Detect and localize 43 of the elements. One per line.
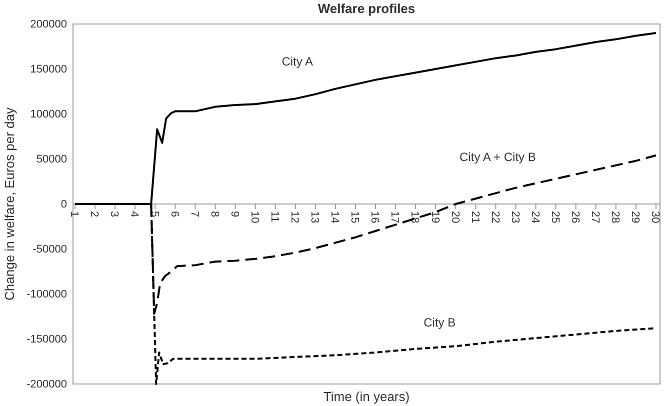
x-tick-label: 24 bbox=[528, 211, 541, 224]
x-tick-label: 14 bbox=[328, 211, 341, 224]
x-tick-label: 7 bbox=[188, 211, 200, 218]
x-tick-label: 1 bbox=[68, 211, 80, 218]
x-tick-label: 10 bbox=[248, 211, 260, 224]
x-tick-label: 15 bbox=[348, 211, 361, 224]
x-axis-title: Time (in years) bbox=[323, 389, 410, 404]
x-tick-label: 26 bbox=[569, 211, 582, 224]
y-tick-label: 50000 bbox=[36, 154, 67, 166]
x-tick-label: 19 bbox=[428, 211, 441, 224]
series-label: City B bbox=[424, 315, 456, 330]
x-tick-label: 16 bbox=[368, 211, 381, 224]
x-tick-label: 17 bbox=[388, 211, 401, 224]
y-tick-label: 150000 bbox=[30, 64, 67, 76]
x-tick-label: 6 bbox=[168, 211, 180, 218]
x-tick-label: 21 bbox=[468, 211, 481, 224]
y-tick-label: -100000 bbox=[26, 288, 67, 301]
x-tick-label: 29 bbox=[629, 211, 642, 224]
x-tick-label: 11 bbox=[268, 211, 280, 222]
y-tick-label: 0 bbox=[60, 198, 67, 211]
x-tick-label: 20 bbox=[448, 211, 461, 224]
y-tick-label: 100000 bbox=[30, 108, 67, 121]
x-tick-label: 28 bbox=[609, 211, 622, 224]
y-tick-label: -150000 bbox=[26, 334, 67, 346]
y-tick-label: 200000 bbox=[30, 18, 67, 31]
x-tick-label: 3 bbox=[108, 211, 120, 218]
y-tick-label: -200000 bbox=[26, 378, 67, 391]
x-tick-label: 23 bbox=[508, 211, 521, 224]
x-tick-label: 8 bbox=[208, 211, 220, 218]
x-tick-label: 2 bbox=[88, 211, 100, 218]
y-tick-label: -50000 bbox=[32, 244, 67, 256]
x-tick-label: 4 bbox=[128, 211, 140, 218]
x-tick-label: 25 bbox=[548, 211, 561, 224]
x-tick-label: 30 bbox=[649, 211, 662, 224]
x-tick-label: 13 bbox=[308, 211, 321, 224]
text: City A bbox=[282, 54, 314, 68]
x-tick-label: 12 bbox=[288, 211, 301, 224]
chart-title: Welfare profiles bbox=[318, 1, 416, 16]
y-axis-title: Change in welfare, Euros per day bbox=[2, 107, 17, 300]
x-tick-label: 9 bbox=[228, 211, 240, 218]
x-tick-label: 22 bbox=[488, 211, 501, 224]
series-label: City A + City B bbox=[460, 150, 536, 164]
x-tick-label: 27 bbox=[589, 211, 602, 224]
